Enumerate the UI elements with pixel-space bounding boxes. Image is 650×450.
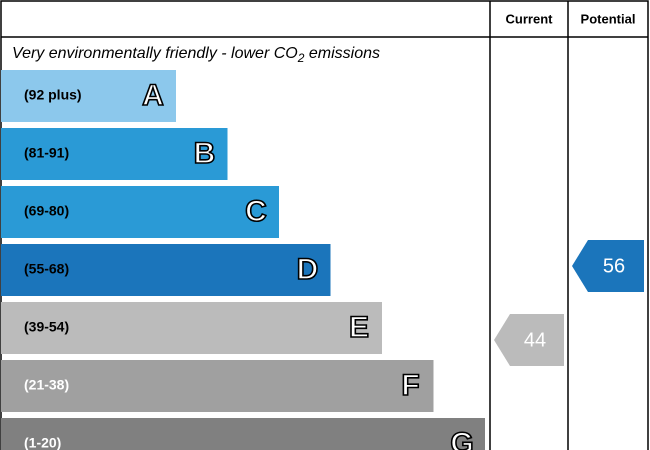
current-header: Current: [506, 11, 554, 26]
current-arrow: [494, 314, 564, 366]
band-letter: F: [401, 369, 419, 402]
band-letter: D: [297, 253, 319, 286]
band-letter: C: [245, 195, 267, 228]
band-bar: [1, 302, 382, 354]
band-letter: G: [450, 427, 473, 450]
band-bar: [1, 418, 485, 450]
band-bar: [1, 128, 228, 180]
band-range: (55-68): [24, 261, 69, 277]
band-letter: A: [142, 79, 164, 112]
potential-value: 56: [603, 255, 625, 277]
band-range: (69-80): [24, 203, 69, 219]
band-range: (81-91): [24, 145, 69, 161]
current-value: 44: [524, 329, 546, 351]
band-letter: B: [194, 137, 216, 170]
potential-arrow: [572, 240, 644, 292]
band-bar: [1, 186, 279, 238]
band-range: (1-20): [24, 435, 61, 450]
band-bar: [1, 244, 331, 296]
band-range: (21-38): [24, 377, 69, 393]
potential-header: Potential: [581, 11, 636, 26]
subtitle: Very environmentally friendly - lower CO…: [12, 45, 380, 65]
band-letter: E: [349, 311, 369, 344]
band-bar: [1, 70, 176, 122]
band-range: (92 plus): [24, 87, 82, 103]
band-bar: [1, 360, 434, 412]
band-range: (39-54): [24, 319, 69, 335]
